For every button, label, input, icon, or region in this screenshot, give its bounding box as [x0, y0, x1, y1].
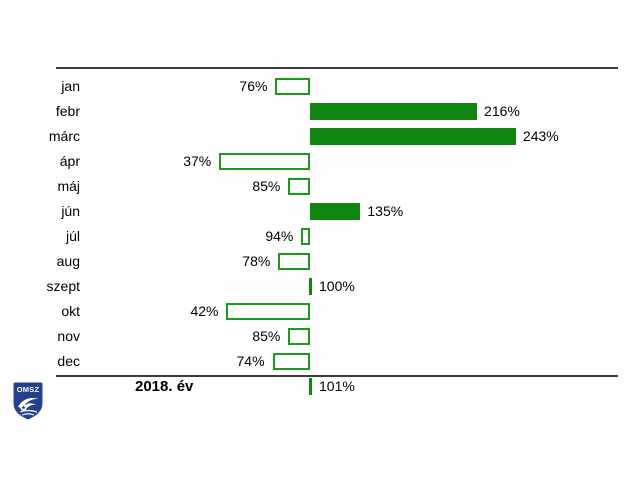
- summary-row-label: 2018. év: [135, 378, 194, 395]
- value-label-nov: 85%: [252, 328, 281, 344]
- value-label-ápr: 37%: [183, 153, 212, 169]
- top-axis-line: [56, 67, 618, 70]
- category-label-nov: nov: [57, 328, 80, 344]
- bar-jún: [310, 202, 361, 220]
- bar-júl: [301, 227, 310, 245]
- value-label-okt: 42%: [190, 303, 219, 319]
- logo-text: OMSZ: [17, 385, 40, 394]
- bar-year: [308, 377, 312, 395]
- bar-jan: [275, 77, 310, 95]
- logo-wave-lines: [19, 409, 38, 416]
- bar-aug: [278, 252, 310, 270]
- bottom-axis-line: [56, 375, 618, 378]
- category-label-febr: febr: [55, 103, 80, 119]
- value-label-dec: 74%: [236, 353, 265, 369]
- category-label-márc: márc: [48, 128, 80, 144]
- bar-máj: [288, 177, 310, 195]
- bar-dec: [272, 352, 310, 370]
- value-label-máj: 85%: [252, 178, 281, 194]
- category-label-júl: júl: [65, 228, 80, 244]
- value-label-márc: 243%: [522, 128, 559, 144]
- bar-ápr: [219, 152, 310, 170]
- category-label-jan: jan: [61, 78, 80, 94]
- category-label-máj: máj: [57, 178, 80, 194]
- value-label-jún: 135%: [367, 203, 404, 219]
- category-label-szept: szept: [46, 278, 80, 294]
- category-label-aug: aug: [56, 253, 80, 269]
- bar-febr: [310, 102, 478, 120]
- bar-márc: [310, 127, 516, 145]
- bar-okt: [226, 302, 310, 320]
- category-label-dec: dec: [57, 353, 80, 369]
- category-label-ápr: ápr: [59, 153, 80, 169]
- category-label-okt: okt: [61, 303, 80, 319]
- bar-szept: [308, 277, 312, 295]
- value-label-szept: 100%: [319, 278, 355, 294]
- value-label-aug: 78%: [242, 253, 271, 269]
- value-label-year: 101%: [319, 378, 355, 394]
- value-label-febr: 216%: [484, 103, 520, 119]
- value-label-júl: 94%: [265, 228, 294, 244]
- category-label-jún: jún: [61, 203, 80, 219]
- logo-wave-swirl-center: [22, 406, 25, 409]
- value-label-jan: 76%: [239, 78, 268, 94]
- omsz-logo: OMSZ: [13, 382, 43, 420]
- bar-nov: [288, 327, 310, 345]
